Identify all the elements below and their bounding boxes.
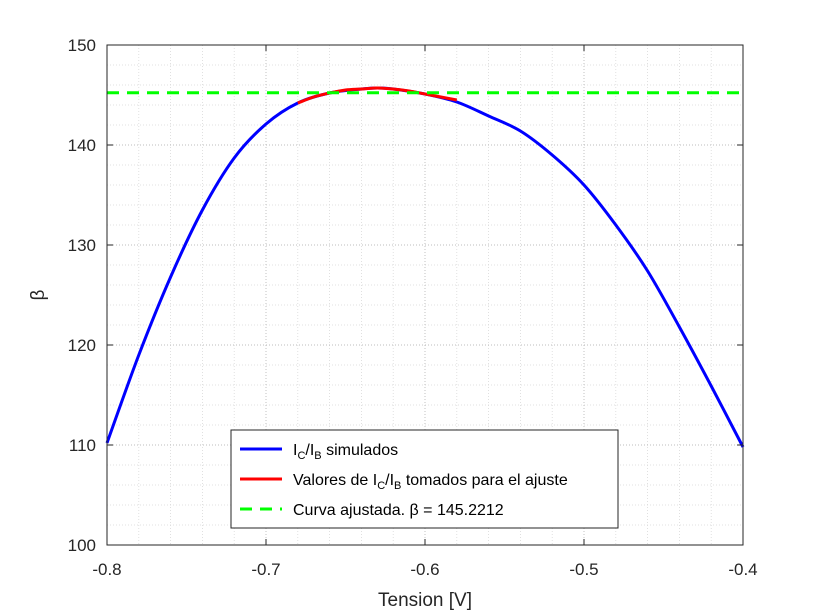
y-tick-label: 150: [68, 36, 96, 55]
legend-label: IC/IB simulados: [293, 442, 398, 462]
x-axis-label: Tension [V]: [378, 590, 472, 611]
x-tick-label: -0.5: [569, 560, 598, 579]
legend: IC/IB simulados Valores de IC/IB tomados …: [230, 429, 619, 529]
y-tick-label: 110: [69, 436, 96, 455]
legend-box: [230, 429, 619, 529]
y-tick-label: 140: [68, 136, 96, 155]
legend-label: Valores de IC/IB tomados para el ajuste: [293, 472, 568, 492]
axis-ticks: [106, 44, 744, 546]
x-tick-label: -0.7: [251, 560, 280, 579]
legend-label: Curva ajustada. β = 145.2212: [293, 502, 504, 519]
series-layer: [105, 86, 745, 448]
axis-tick-labels: -0.8 -0.7 -0.6 -0.5 -0.4 100 110 120 130 140 150: [68, 36, 758, 579]
x-tick-label: -0.4: [728, 560, 757, 579]
x-tick-label: -0.8: [92, 560, 121, 579]
y-tick-label: 120: [68, 336, 96, 355]
series-line-2: [297, 86, 458, 105]
y-tick-label: 130: [68, 236, 96, 255]
y-tick-label: 100: [68, 536, 96, 555]
y-axis-label: β: [28, 289, 49, 300]
x-tick-label: -0.6: [410, 560, 439, 579]
